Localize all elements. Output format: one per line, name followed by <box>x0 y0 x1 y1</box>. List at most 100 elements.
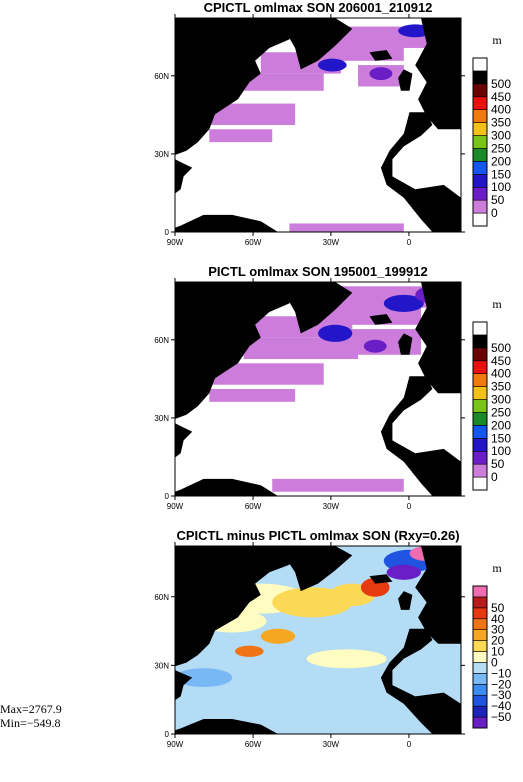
x-tick-label: 30W <box>323 740 340 749</box>
x-tick-label: 30W <box>323 238 340 247</box>
colorbar-label: 150 <box>491 167 511 181</box>
colorbar-swatch <box>472 83 488 98</box>
colorbar-label: 400 <box>491 367 511 381</box>
colorbar-swatch <box>472 450 488 465</box>
land-mask <box>398 333 413 355</box>
colorbar-swatch <box>472 70 488 85</box>
panel-3: 90W 60W 30W 0 0 30N 60N CPICTL minus PICTL omlm… <box>154 528 511 749</box>
colorbar-label: 100 <box>491 444 511 458</box>
convection-spot <box>363 339 387 353</box>
colorbar-swatch <box>472 412 488 426</box>
panel-title: CPICTL minus PICTL omlmax SON (Rxy=0.26) <box>176 528 459 543</box>
colorbar-label: 300 <box>491 393 511 407</box>
mld-patch <box>209 129 273 143</box>
colorbar-swatch <box>472 694 488 707</box>
colorbar-units: m <box>492 297 502 311</box>
land-mask <box>175 478 278 496</box>
colorbar-swatch <box>472 96 488 110</box>
y-tick-label: 60N <box>154 336 169 345</box>
colorbar-label: 100 <box>491 180 511 194</box>
anomaly-patch <box>260 628 296 644</box>
x-tick-label: 30W <box>323 502 340 511</box>
land-mask <box>369 50 393 61</box>
colorbar-label: −50 <box>491 710 512 724</box>
land-mask <box>398 69 413 91</box>
colorbar-label: 0 <box>491 206 498 220</box>
colorbar-swatch <box>472 705 488 718</box>
convection-spot <box>369 67 393 81</box>
land-mask <box>175 214 278 232</box>
land-mask <box>415 546 461 644</box>
panel-title: PICTL omlmax SON 195001_199912 <box>208 264 427 279</box>
x-tick-label: 0 <box>407 502 412 511</box>
x-tick-label: 60W <box>245 740 262 749</box>
y-tick-label: 30N <box>154 150 169 159</box>
colorbar-label: 250 <box>491 405 511 419</box>
colorbar-label: 500 <box>491 77 511 91</box>
anomaly-patch <box>175 668 233 687</box>
colorbar-label: 50 <box>491 193 505 207</box>
colorbar-label: 10 <box>491 645 505 659</box>
colorbar-label: 0 <box>491 470 498 484</box>
land-mask <box>175 423 193 458</box>
y-tick-label: 0 <box>165 492 170 501</box>
land-mask <box>175 18 296 155</box>
panel-2: 90W 60W 30W 0 0 30N 60N PICTL omlmax SON 195001… <box>154 264 511 511</box>
colorbar-swatch <box>472 684 488 696</box>
y-tick-label: 0 <box>165 228 170 237</box>
colorbar-swatch <box>472 425 488 439</box>
colorbar-swatch <box>472 122 488 136</box>
x-tick-label: 0 <box>407 238 412 247</box>
land-mask <box>175 546 296 667</box>
colorbar-label: 300 <box>491 129 511 143</box>
land-mask <box>415 18 461 130</box>
colorbar-swatch <box>472 199 488 214</box>
colorbar-label: 500 <box>491 341 511 355</box>
colorbar-swatch <box>472 585 488 598</box>
y-tick-label: 60N <box>154 72 169 81</box>
colorbar-units: m <box>492 33 502 47</box>
convection-spot <box>318 58 347 72</box>
colorbar-label: −20 <box>491 677 512 691</box>
land-mask <box>175 282 296 419</box>
anomaly-patch <box>386 564 421 580</box>
colorbar-label: 20 <box>491 634 505 648</box>
colorbar-label: 200 <box>491 154 511 168</box>
colorbar-label: 150 <box>491 431 511 445</box>
mld-patch <box>289 223 404 232</box>
mld-patch <box>243 337 359 360</box>
mld-patch <box>272 478 404 492</box>
land-mask <box>415 282 461 394</box>
land-mask <box>175 159 193 194</box>
colorbar-swatch <box>472 135 488 149</box>
colorbar-swatch <box>472 57 488 72</box>
colorbar-swatch <box>472 640 488 652</box>
colorbar-swatch <box>472 334 488 349</box>
colorbar-label: −10 <box>491 666 512 680</box>
colorbar-units: m <box>492 561 502 575</box>
colorbar-swatch <box>472 716 488 729</box>
y-tick-label: 30N <box>154 414 169 423</box>
colorbar-label: 450 <box>491 90 511 104</box>
x-tick-label: 60W <box>245 502 262 511</box>
colorbar-label: −30 <box>491 688 512 702</box>
colorbar-swatch <box>472 148 488 162</box>
panel-1: 90W 60W 30W 0 0 30N 60N CPICTL omlmax SON 20600… <box>154 0 511 247</box>
colorbar-label: 400 <box>491 103 511 117</box>
plot-frame <box>174 545 462 735</box>
colorbar-label: 0 <box>491 655 498 669</box>
x-tick-label: 90W <box>167 502 184 511</box>
colorbar-frame <box>472 585 488 729</box>
x-tick-label: 60W <box>245 238 262 247</box>
stat-max: Max=2767.9 <box>0 702 62 716</box>
convection-spot <box>383 294 424 312</box>
mld-patch <box>237 73 324 91</box>
colorbar-swatch <box>472 651 488 663</box>
colorbar-swatch <box>472 596 488 609</box>
land-mask <box>380 376 461 496</box>
colorbar-swatch <box>472 212 488 227</box>
colorbar-swatch <box>472 629 488 641</box>
plot-frame <box>174 281 462 497</box>
anomaly-patch <box>235 645 264 657</box>
